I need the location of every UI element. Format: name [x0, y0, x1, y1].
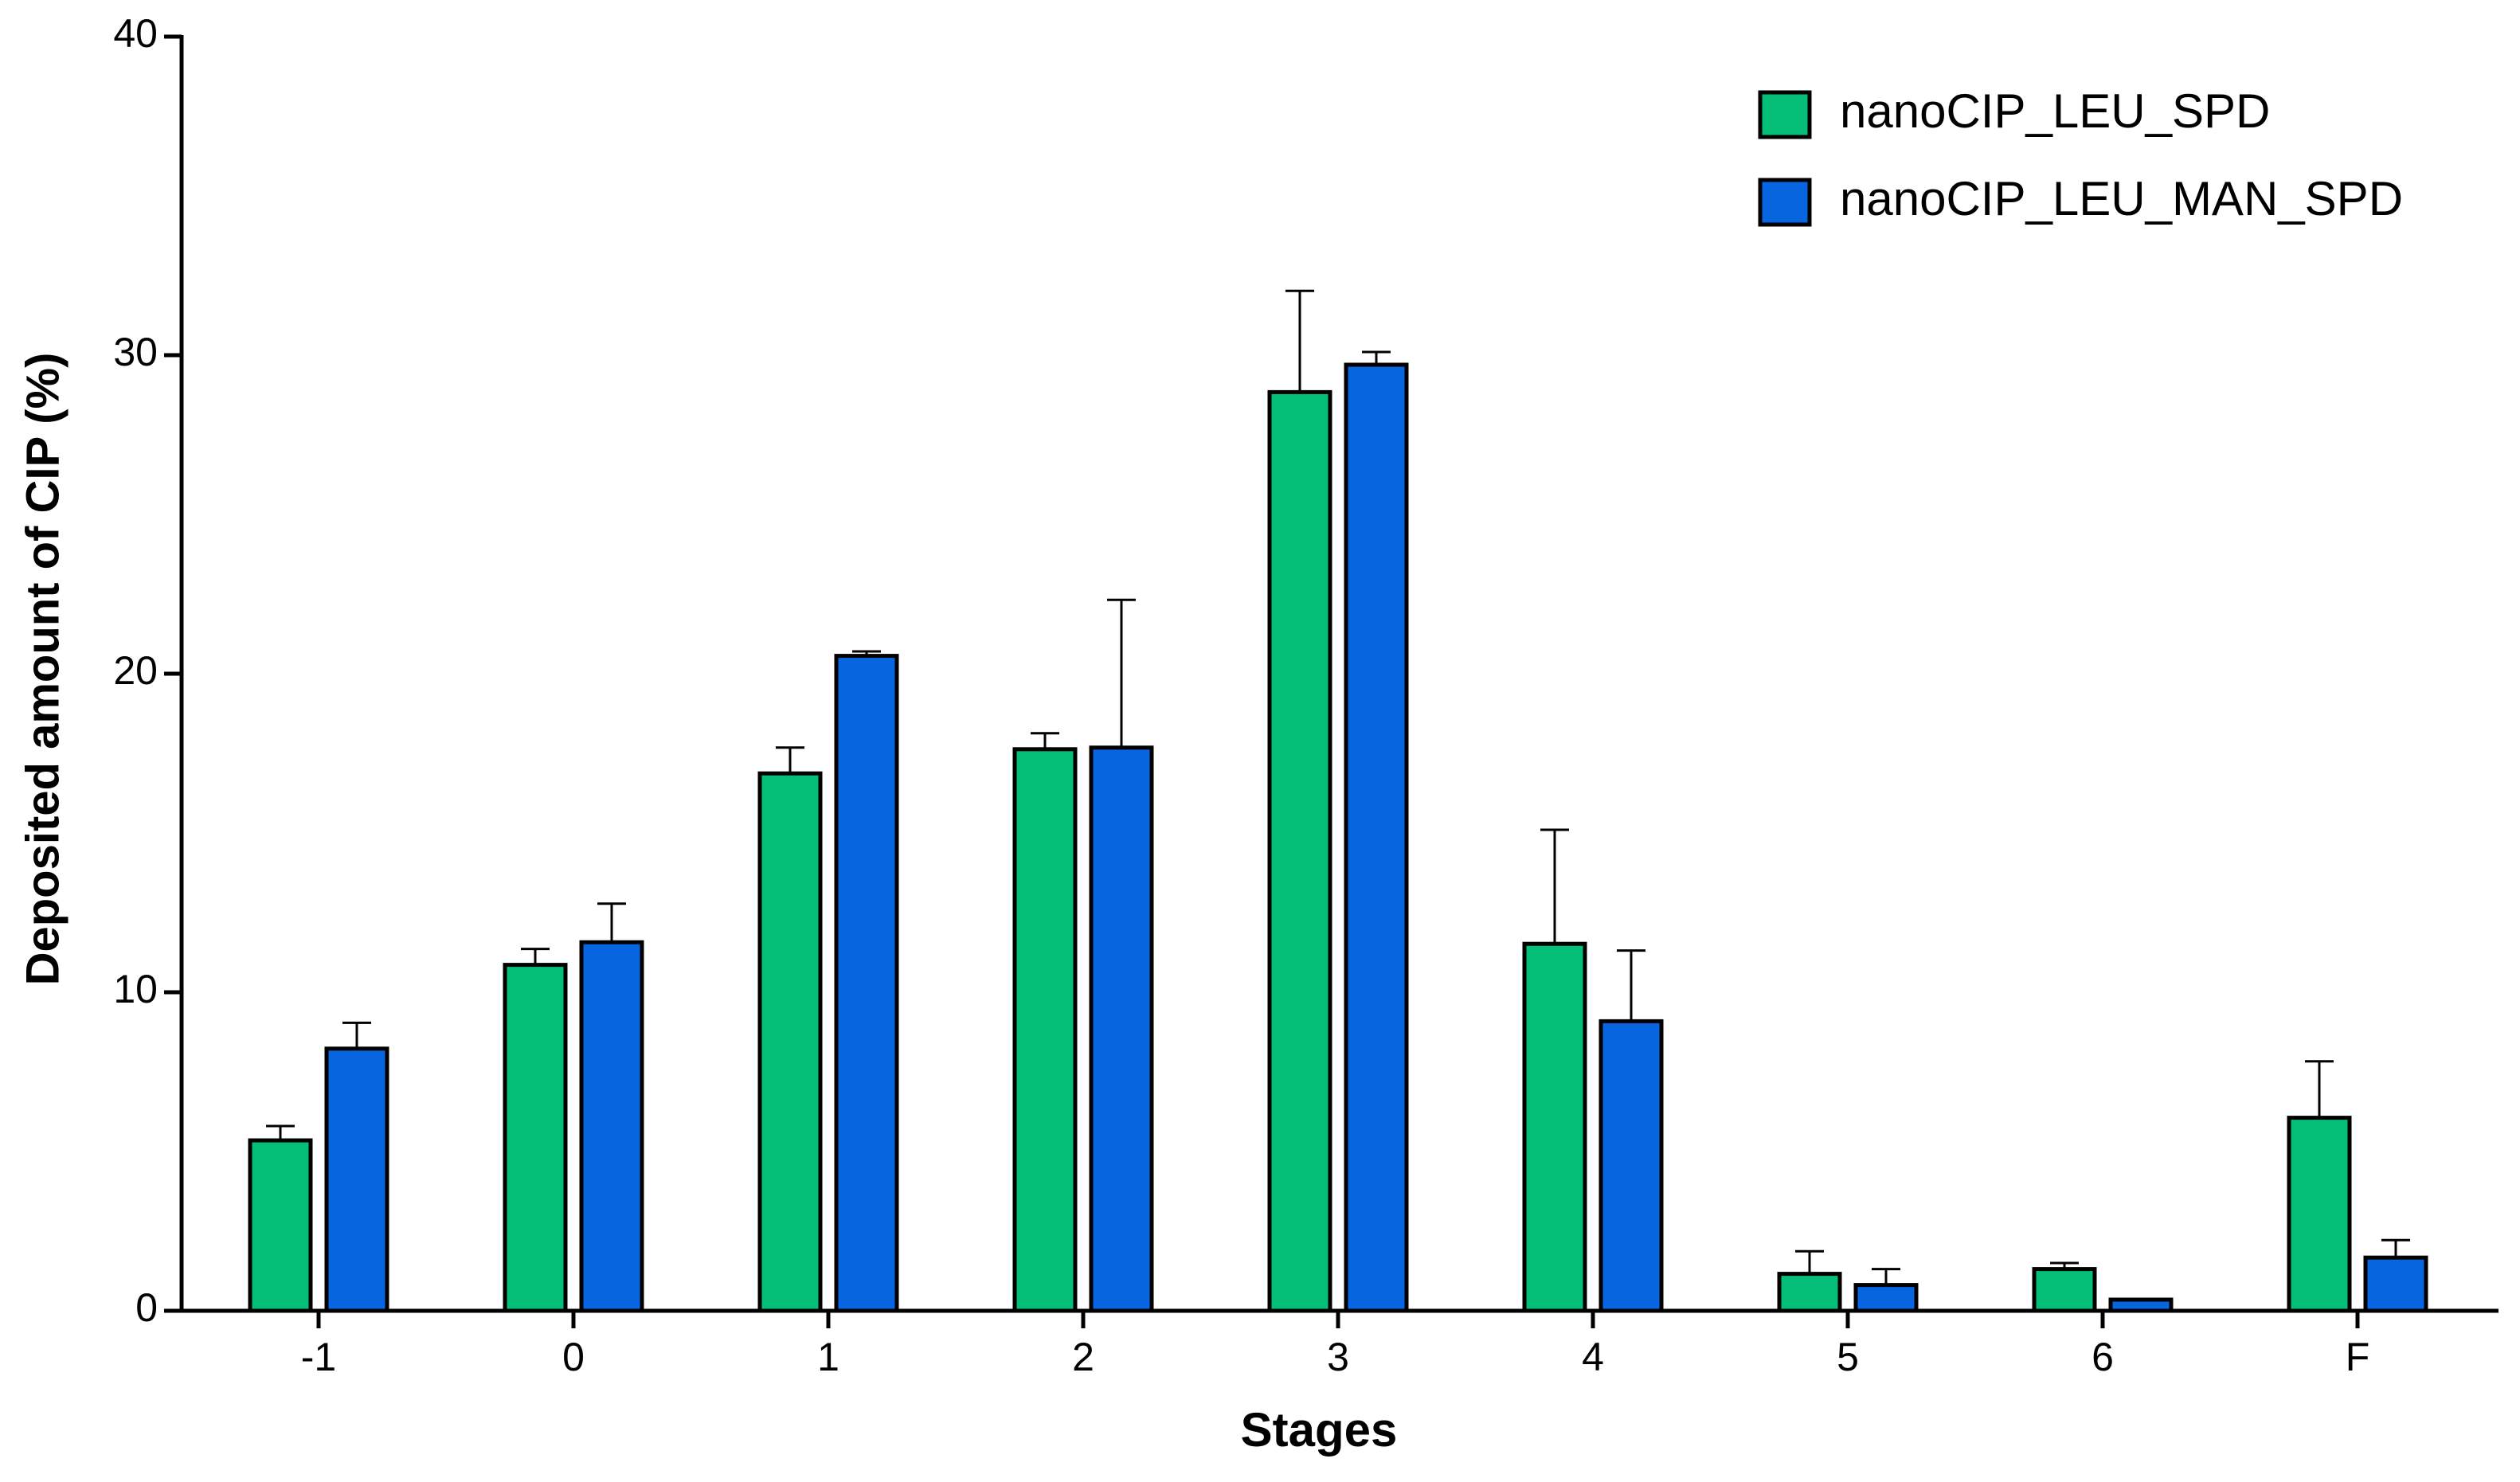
bar — [248, 1138, 313, 1313]
y-tick-label: 20 — [113, 648, 158, 693]
bar — [324, 1046, 389, 1313]
x-tick-label: 1 — [817, 1335, 839, 1379]
bar — [1344, 362, 1409, 1313]
x-axis-label: Stages — [1241, 1403, 1398, 1457]
bar — [1598, 1019, 1664, 1313]
bar — [2363, 1255, 2428, 1313]
x-tick-label: 5 — [1837, 1335, 1859, 1379]
bar — [1853, 1283, 1919, 1313]
x-tick-label: 6 — [2092, 1335, 2114, 1379]
bar — [1777, 1272, 1842, 1313]
bar — [1267, 389, 1332, 1313]
y-axis-label: Deposited amount of CIP (%) — [17, 353, 68, 986]
bar — [2287, 1116, 2352, 1313]
x-tick-label: 4 — [1582, 1335, 1604, 1379]
y-tick-label: 40 — [113, 11, 158, 56]
y-tick-label: 30 — [113, 330, 158, 374]
bar — [2032, 1267, 2097, 1313]
y-tick-label: 0 — [135, 1285, 158, 1330]
legend-label: nanoCIP_LEU_MAN_SPD — [1840, 172, 2403, 225]
bar — [503, 963, 568, 1313]
bar — [1012, 747, 1078, 1313]
bar — [1089, 745, 1154, 1313]
x-tick-label: 0 — [562, 1335, 585, 1379]
bar — [757, 771, 823, 1313]
x-tick-label: F — [2346, 1335, 2370, 1379]
bar — [834, 654, 899, 1313]
legend-swatch — [1758, 178, 1812, 227]
bar — [1522, 941, 1587, 1313]
bar — [2108, 1297, 2174, 1313]
x-tick-label: 2 — [1072, 1335, 1094, 1379]
x-tick-label: -1 — [301, 1335, 336, 1379]
bar — [579, 940, 644, 1313]
x-tick-label: 3 — [1327, 1335, 1349, 1379]
y-tick-label: 10 — [113, 967, 158, 1011]
legend-label: nanoCIP_LEU_SPD — [1840, 84, 2270, 138]
legend-swatch — [1758, 90, 1812, 139]
